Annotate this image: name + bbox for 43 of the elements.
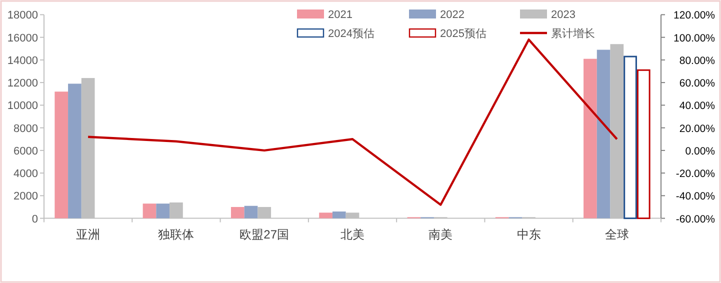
y2-tick-label: -60.00% — [676, 213, 715, 226]
y-tick-label: 14000 — [7, 54, 38, 67]
x-tick-label: 全球 — [604, 227, 629, 242]
y-tick-label: 0 — [32, 213, 38, 226]
y2-tick-label: 120.00% — [674, 10, 715, 22]
y-tick-label: 12000 — [7, 78, 38, 90]
y2-tick-label: 40.00% — [679, 100, 715, 112]
bar — [596, 50, 610, 218]
bar — [332, 212, 346, 218]
y-tick-label: 2000 — [14, 190, 38, 203]
bar — [244, 206, 258, 218]
y-tick-label: 8000 — [14, 122, 38, 135]
y2-tick-label: 60.00% — [679, 78, 715, 90]
y-tick-label: 10000 — [7, 100, 38, 112]
bar — [230, 206, 244, 218]
y-tick-label: 16000 — [7, 32, 38, 44]
legend-label: 累计增长 — [551, 27, 595, 40]
bar — [54, 92, 68, 218]
bar — [584, 58, 597, 218]
legend-label: 2022 — [440, 9, 464, 21]
x-tick-label: 欧盟27国 — [240, 227, 290, 242]
bar — [319, 212, 332, 218]
x-tick-label: 独联体 — [158, 227, 194, 242]
x-tick-label: 亚洲 — [76, 227, 100, 242]
y-tick-label: 18000 — [7, 10, 38, 22]
legend-label: 2024预估 — [328, 28, 374, 40]
y2-tick-label: 0.00% — [685, 145, 715, 158]
x-tick-label: 中东 — [516, 227, 541, 242]
legend-label: 2021 — [328, 9, 352, 21]
bar — [142, 204, 156, 218]
y2-tick-label: -20.00% — [676, 168, 715, 180]
y2-tick-label: 80.00% — [679, 54, 715, 67]
legend-label: 2023 — [551, 9, 576, 21]
legend-label: 2025预估 — [440, 28, 486, 40]
bar — [156, 204, 170, 218]
y-tick-label: 6000 — [14, 145, 38, 158]
x-tick-label: 北美 — [340, 227, 364, 242]
y-tick-label: 4000 — [14, 168, 38, 180]
x-tick-label: 南美 — [428, 227, 453, 242]
y2-tick-label: 20.00% — [679, 122, 715, 135]
bar — [68, 84, 82, 218]
y2-tick-label: 100.00% — [674, 32, 715, 44]
y2-tick-label: -40.00% — [676, 190, 715, 203]
